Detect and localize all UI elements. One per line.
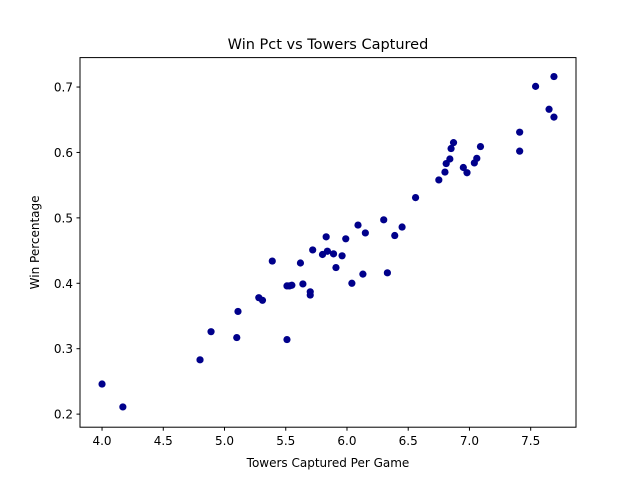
data-point bbox=[329, 250, 338, 258]
plot-frame bbox=[79, 57, 577, 428]
data-point bbox=[268, 257, 276, 265]
x-tick-label: 6.5 bbox=[399, 434, 418, 448]
x-tick-label: 7.0 bbox=[460, 434, 479, 448]
data-point bbox=[516, 147, 524, 155]
data-point bbox=[516, 128, 524, 136]
data-point bbox=[207, 328, 215, 336]
y-tick-label: 0.4 bbox=[54, 277, 73, 291]
y-tick-label: 0.3 bbox=[54, 342, 73, 356]
data-point bbox=[233, 333, 241, 342]
data-point bbox=[446, 155, 454, 163]
data-point bbox=[338, 252, 346, 260]
x-tick-label: 5.0 bbox=[215, 434, 234, 448]
data-point bbox=[361, 229, 369, 237]
data-point bbox=[550, 72, 558, 81]
data-point bbox=[550, 113, 558, 121]
data-point bbox=[476, 142, 485, 151]
data-point bbox=[354, 221, 362, 229]
data-point bbox=[234, 307, 242, 316]
y-tick-label: 0.6 bbox=[54, 146, 73, 160]
data-point bbox=[441, 168, 449, 176]
data-point bbox=[119, 403, 127, 411]
y-axis-label: Win Percentage bbox=[28, 195, 42, 289]
x-tick-label: 6.0 bbox=[337, 434, 356, 448]
data-point bbox=[449, 139, 458, 147]
x-tick-label: 4.5 bbox=[154, 434, 173, 448]
chart-title: Win Pct vs Towers Captured bbox=[228, 37, 429, 53]
data-point bbox=[411, 193, 420, 202]
y-tick-label: 0.2 bbox=[54, 408, 73, 422]
data-point bbox=[258, 296, 267, 304]
data-point bbox=[283, 335, 291, 344]
data-point bbox=[531, 82, 540, 90]
data-point bbox=[342, 235, 350, 243]
x-axis-label: Towers Captured Per Game bbox=[246, 456, 410, 470]
y-axis-ticks: 0.2 0.3 0.4 0.5 0.6 0.7 bbox=[54, 81, 80, 422]
data-point bbox=[288, 281, 296, 289]
data-point bbox=[447, 144, 455, 153]
data-point bbox=[473, 154, 481, 162]
data-point bbox=[463, 169, 471, 177]
data-point bbox=[309, 246, 317, 254]
x-tick-label: 5.5 bbox=[276, 434, 295, 448]
data-point bbox=[98, 380, 106, 388]
data-point bbox=[459, 163, 467, 172]
data-point bbox=[296, 259, 305, 267]
data-point bbox=[348, 279, 356, 287]
data-point bbox=[380, 216, 388, 224]
data-point bbox=[196, 356, 204, 364]
x-tick-label: 7.5 bbox=[521, 434, 540, 448]
x-tick-label: 4.0 bbox=[92, 434, 111, 448]
y-tick-label: 0.7 bbox=[54, 81, 73, 95]
data-point bbox=[435, 176, 443, 184]
data-points bbox=[98, 72, 558, 411]
data-point bbox=[306, 291, 314, 299]
data-point bbox=[359, 270, 367, 278]
data-point bbox=[323, 247, 331, 255]
data-point bbox=[398, 223, 406, 231]
data-point bbox=[299, 280, 307, 288]
data-point bbox=[322, 233, 330, 241]
x-axis-ticks: 4.0 4.5 5.0 5.5 6.0 6.5 7.0 7.5 bbox=[92, 427, 540, 448]
y-tick-label: 0.5 bbox=[54, 211, 73, 225]
data-point bbox=[545, 105, 553, 113]
data-point bbox=[383, 269, 391, 277]
data-point bbox=[332, 263, 340, 272]
data-point bbox=[391, 231, 399, 240]
